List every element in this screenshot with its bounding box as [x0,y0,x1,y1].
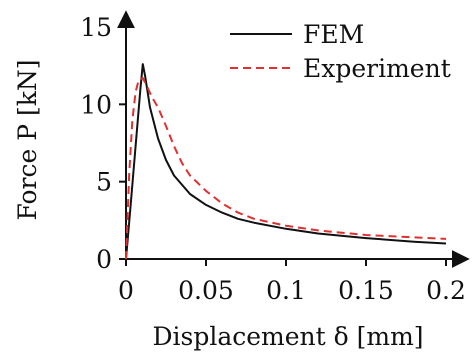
x-tick-label: 0.15 [338,276,394,305]
x-tick-label: 0.05 [178,276,234,305]
axes-layer [117,10,470,268]
y-tick-label: 5 [96,168,112,197]
legend-label-fem: FEM [303,20,364,49]
legend-label-experiment: Experiment [303,54,451,83]
x-axis-label: Displacement δ [mm] [152,322,423,351]
series-line-fem [125,63,447,260]
ticks-layer: 0 0.05 0.1 0.15 0.2 0 5 10 15 [80,13,466,305]
y-axis-label: Force P [kN] [13,59,42,220]
x-tick-label: 0.1 [266,276,306,305]
legend: FEM Experiment [230,20,451,83]
series-layer [125,63,447,260]
y-tick-label: 0 [96,245,112,274]
y-tick-label: 15 [80,13,112,42]
x-tick-label: 0.2 [426,276,466,305]
x-tick-label: 0 [118,276,134,305]
series-line-experiment [125,77,447,260]
y-tick-label: 10 [80,90,112,119]
